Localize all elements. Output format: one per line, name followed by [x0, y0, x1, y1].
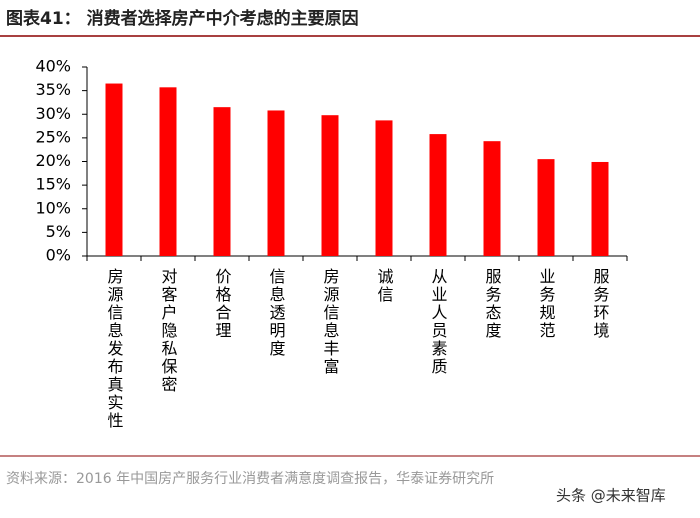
- x-tick-label: 房源信息丰富: [321, 268, 340, 376]
- y-tick-label: 30%: [35, 104, 71, 123]
- source-note: 资料来源：2016 年中国房产服务行业消费者满意度调查报告，华泰证券研究所: [6, 470, 494, 487]
- bar: [267, 110, 285, 256]
- bar: [159, 87, 177, 256]
- bar: [213, 107, 231, 256]
- y-tick-label: 0%: [46, 246, 71, 265]
- bar: [429, 134, 447, 256]
- bar: [105, 83, 123, 256]
- x-tick-label: 价格合理: [213, 268, 232, 340]
- y-tick-label: 10%: [35, 198, 71, 217]
- x-tick-label: 服务态度: [483, 268, 502, 340]
- chart-title: 图表41： 消费者选择房产中介考虑的主要原因: [6, 8, 359, 29]
- y-tick-label: 25%: [35, 127, 71, 146]
- x-tick-label: 信息透明度: [267, 268, 286, 358]
- x-tick-label: 服务环境: [591, 268, 610, 340]
- bar: [591, 161, 609, 256]
- y-tick-label: 20%: [35, 151, 71, 170]
- x-tick-label: 业务规范: [537, 268, 556, 340]
- bar: [483, 141, 501, 256]
- y-tick-label: 5%: [46, 222, 71, 241]
- bar: [375, 120, 393, 256]
- x-tick-label: 从业人员素质: [429, 268, 448, 376]
- x-tick-label: 房源信息发布真实性: [105, 268, 124, 430]
- bar: [537, 159, 555, 256]
- bar: [321, 115, 339, 256]
- y-tick-label: 35%: [35, 80, 71, 99]
- y-tick-label: 15%: [35, 175, 71, 194]
- watermark: 头条 @未来智库: [556, 487, 666, 505]
- x-tick-label: 对客户隐私保密: [159, 268, 178, 394]
- x-tick-label: 诚信: [375, 268, 394, 304]
- y-tick-label: 40%: [35, 57, 71, 76]
